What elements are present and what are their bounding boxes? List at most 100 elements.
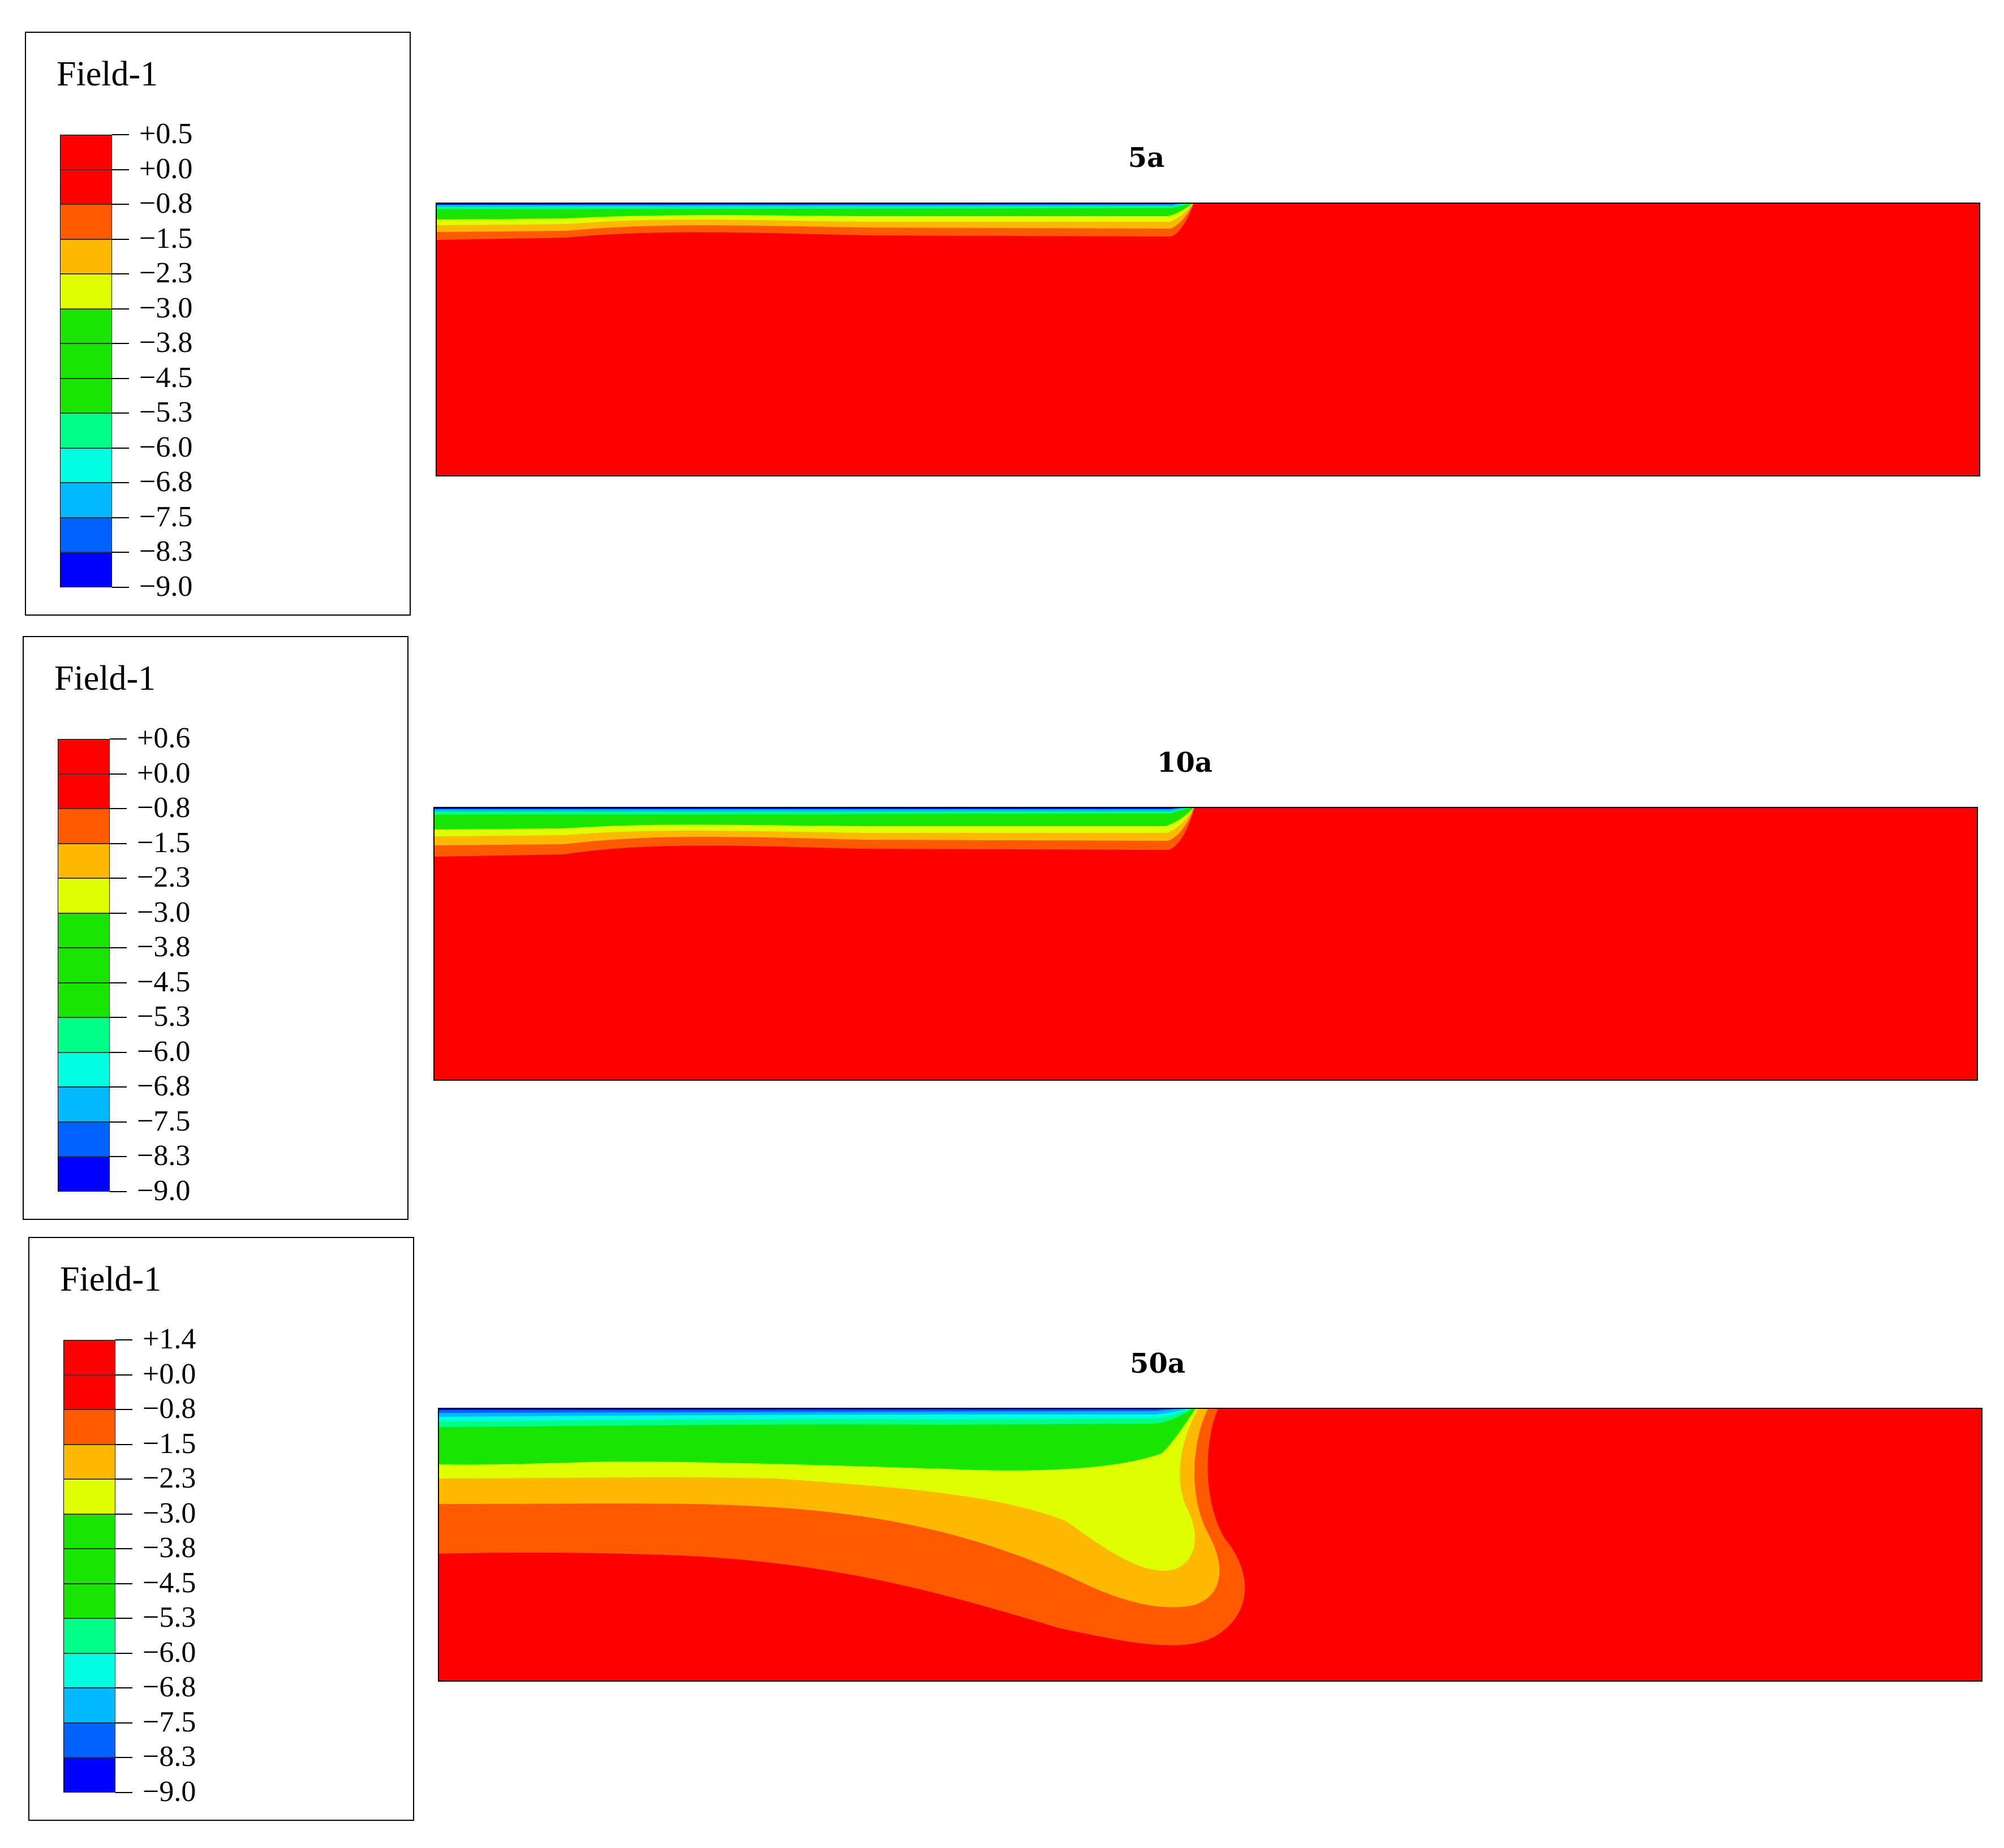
legend-label: +0.0 <box>143 1357 196 1390</box>
legend-swatch <box>61 239 111 275</box>
legend-label: −3.8 <box>137 931 191 964</box>
legend-tick <box>115 1443 132 1445</box>
legend-swatch <box>58 809 109 844</box>
legend-label: −2.3 <box>137 861 191 894</box>
legend-swatch <box>61 379 111 414</box>
legend-tick <box>112 169 129 170</box>
legend-tick <box>115 1339 132 1340</box>
legend-label: −5.3 <box>137 1000 191 1033</box>
legend-ticks <box>110 738 127 1192</box>
legend-swatch <box>64 1375 115 1411</box>
legend-swatch <box>58 913 109 949</box>
legend-tick <box>115 1479 132 1480</box>
plot-title: 50a <box>1130 1348 1185 1379</box>
legend-tick <box>115 1792 132 1793</box>
legend-label: +1.4 <box>143 1322 196 1355</box>
legend-swatch <box>61 135 111 170</box>
legend-swatch <box>58 844 109 879</box>
legend-label: −7.5 <box>143 1705 196 1738</box>
legend-tick <box>115 1583 132 1584</box>
legend-tick <box>115 1757 132 1759</box>
legend-tick <box>115 1652 132 1654</box>
legend-label: −6.0 <box>143 1636 196 1669</box>
panel-50a: Field-1 +1.4 +0.0 −0.8 −1.5 −2.3 −3.0 −3.8 −4.5… <box>0 1204 2004 1821</box>
legend-label: −8.3 <box>143 1740 196 1773</box>
contour-plot-svg <box>438 1408 1983 1682</box>
legend-tick <box>112 447 129 449</box>
legend-color-bar <box>60 135 112 587</box>
legend-swatch <box>61 170 111 205</box>
legend-tick <box>110 773 127 775</box>
legend-swatch <box>61 553 111 587</box>
legend-swatch <box>64 1653 115 1689</box>
legend-label: −7.5 <box>139 500 193 533</box>
legend-label: −4.5 <box>143 1566 196 1599</box>
legend-tick <box>115 1409 132 1411</box>
legend-label: −6.0 <box>137 1035 191 1068</box>
legend-tick <box>110 1086 127 1088</box>
legend-tick <box>110 1051 127 1053</box>
legend-label: −3.8 <box>143 1532 196 1565</box>
legend-tick <box>110 1121 127 1123</box>
legend-tick <box>112 308 129 310</box>
legend-tick <box>115 1687 132 1689</box>
legend-swatch <box>61 483 111 518</box>
legend-swatch <box>61 518 111 553</box>
legend-swatch <box>58 1157 109 1191</box>
legend-title: Field-1 <box>54 659 156 698</box>
legend-swatch <box>58 1052 109 1088</box>
plot-title: 5a <box>1128 142 1165 174</box>
legend-label: −9.0 <box>137 1174 191 1207</box>
legend-tick <box>112 204 129 205</box>
legend-tick <box>110 1156 127 1158</box>
plot-title: 10a <box>1157 747 1212 779</box>
legend-tick <box>112 482 129 484</box>
legend-swatch <box>64 1340 115 1376</box>
legend-swatch <box>58 774 109 810</box>
legend-box: Field-1 +0.6 +0.0 −0.8 −1.5 −2.3 −3.0 −3.8 −4.5… <box>23 636 408 1220</box>
legend-box: Field-1 +0.5 +0.0 −0.8 −1.5 −2.3 −3.0 −3.8 −4.5… <box>25 32 411 616</box>
legend-tick <box>110 808 127 810</box>
contour-plot <box>438 1408 1983 1682</box>
contour-plot <box>433 807 1978 1081</box>
legend-tick <box>112 552 129 553</box>
legend-label: −2.3 <box>139 257 193 290</box>
legend-swatch <box>61 205 111 240</box>
legend-swatch <box>58 1122 109 1158</box>
legend-swatch <box>61 309 111 345</box>
legend-title: Field-1 <box>60 1260 162 1299</box>
legend-color-bar <box>63 1340 115 1793</box>
legend-labels: +0.5 +0.0 −0.8 −1.5 −2.3 −3.0 −3.8 −4.5 −5.3 −6.0… <box>139 119 309 601</box>
legend-label: −6.8 <box>139 466 193 498</box>
contour-plot-svg <box>433 807 1978 1081</box>
legend-swatch <box>58 948 109 983</box>
contour-plot-svg <box>436 203 1980 476</box>
legend-tick <box>115 1513 132 1515</box>
legend-label: +0.6 <box>137 721 191 754</box>
legend-label: −5.3 <box>143 1601 196 1634</box>
legend-label: −1.5 <box>139 222 193 255</box>
legend-tick <box>115 1722 132 1724</box>
legend-tick <box>115 1618 132 1619</box>
legend-tick <box>110 1017 127 1018</box>
legend-label: −1.5 <box>137 826 191 859</box>
legend-ticks <box>115 1339 132 1793</box>
legend-swatch <box>64 1480 115 1515</box>
legend-label: −5.3 <box>139 396 193 429</box>
legend-label: −8.3 <box>139 535 193 568</box>
legend-label: −1.5 <box>143 1427 196 1460</box>
legend-tick <box>112 273 129 275</box>
legend-tick <box>112 517 129 518</box>
panel-10a: Field-1 +0.6 +0.0 −0.8 −1.5 −2.3 −3.0 −3.8 −4.5… <box>0 603 2004 1220</box>
legend-label: −6.8 <box>143 1671 196 1704</box>
legend-label: −6.0 <box>139 431 193 463</box>
legend-swatch <box>61 344 111 379</box>
legend-tick <box>112 412 129 414</box>
legend-tick <box>110 843 127 844</box>
legend-swatch <box>64 1584 115 1619</box>
legend-swatch <box>58 983 109 1018</box>
legend-ticks <box>112 134 129 588</box>
legend-tick <box>110 1191 127 1192</box>
legend-label: −0.8 <box>143 1393 196 1425</box>
legend-tick <box>115 1374 132 1376</box>
